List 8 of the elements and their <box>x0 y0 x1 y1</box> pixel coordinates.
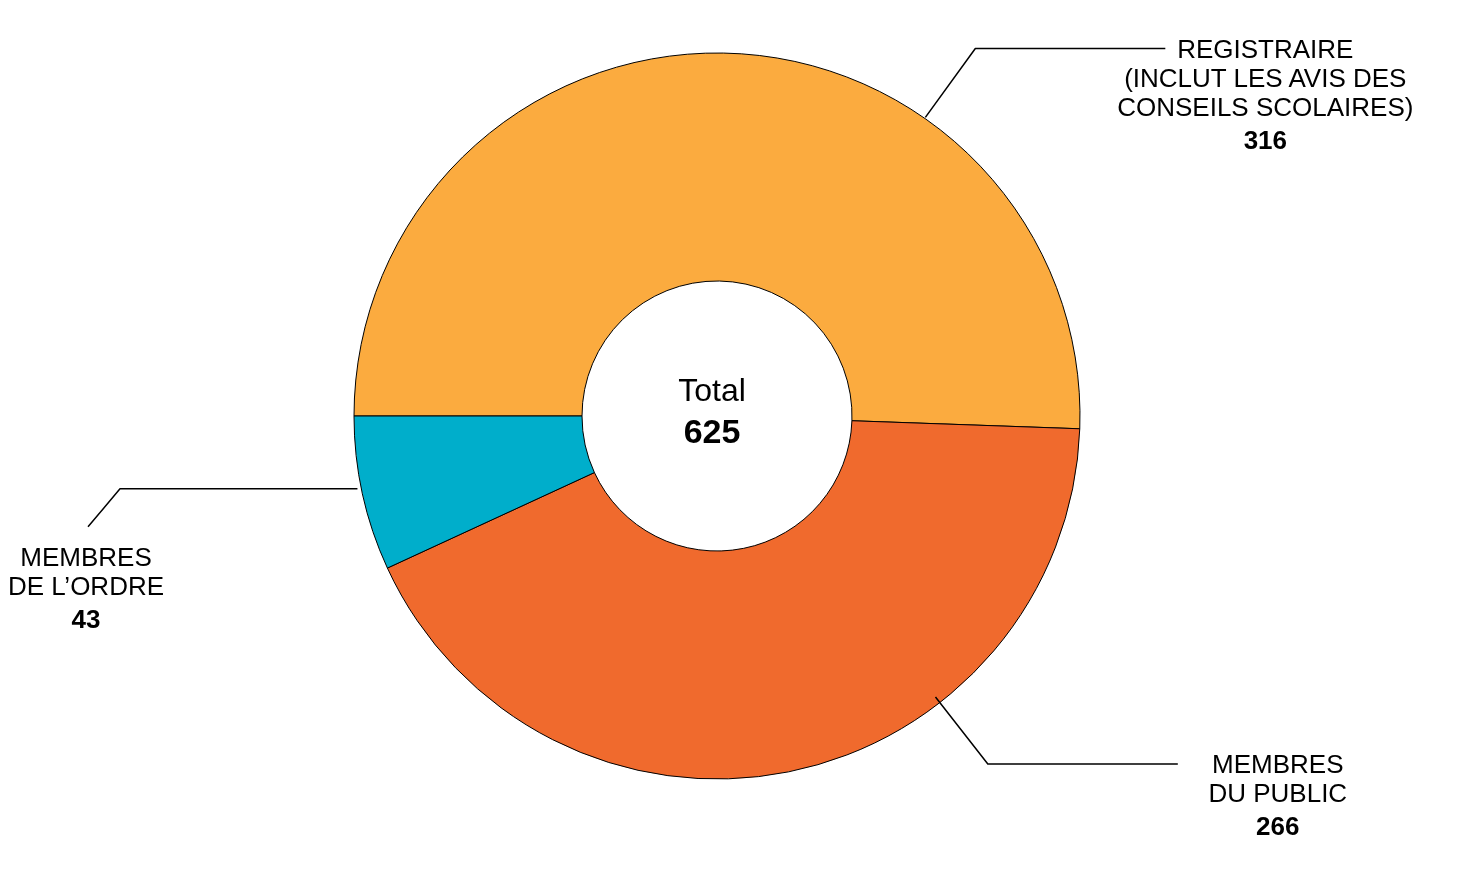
slice-label: MEMBRES DE L’ORDRE <box>7 541 165 601</box>
data-label: 43 <box>71 603 101 634</box>
data-label: 316 <box>1243 124 1288 155</box>
slice-label: MEMBRES DU PUBLIC <box>1208 749 1348 809</box>
slice-label: REGISTRAIRE (INCLUT LES AVIS DES CONSEILS SCOLAIRES) <box>1117 33 1414 122</box>
text: Total <box>678 372 746 408</box>
text: 625 <box>683 412 741 450</box>
data-label: 266 <box>1256 811 1300 842</box>
